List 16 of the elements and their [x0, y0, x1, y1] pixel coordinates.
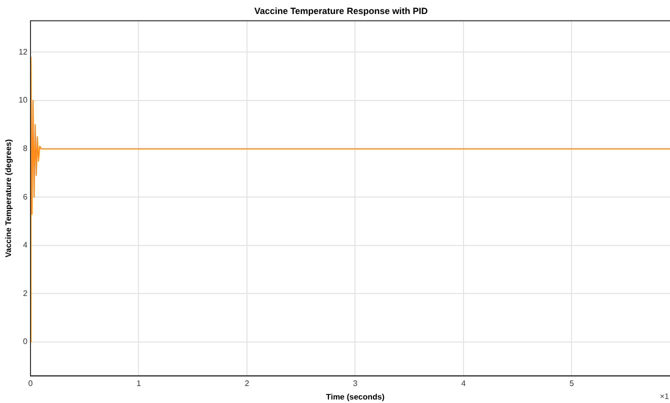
- x-tick-label: 5: [570, 378, 575, 388]
- y-tick-label: 2: [23, 288, 28, 298]
- y-axis-title: Vaccine Temperature (degrees): [4, 138, 14, 258]
- x-tick-label: 4: [461, 378, 466, 388]
- text: ×1: [660, 392, 669, 401]
- y-tick-label: 0: [23, 337, 28, 346]
- x-axis-title: Time (seconds): [326, 392, 385, 402]
- x-tick-label: 2: [244, 378, 250, 388]
- x-tick-label: 3: [353, 378, 358, 388]
- y-tick-label: 8: [23, 144, 28, 153]
- y-tick-label: 12: [18, 47, 28, 56]
- y-tick-label: 6: [23, 192, 28, 202]
- x-tick-label: 1: [136, 378, 142, 388]
- y-tick-label: 10: [18, 96, 28, 105]
- chart-title: Vaccine Temperature Response with PID: [254, 6, 428, 16]
- y-tick-label: 4: [23, 240, 28, 250]
